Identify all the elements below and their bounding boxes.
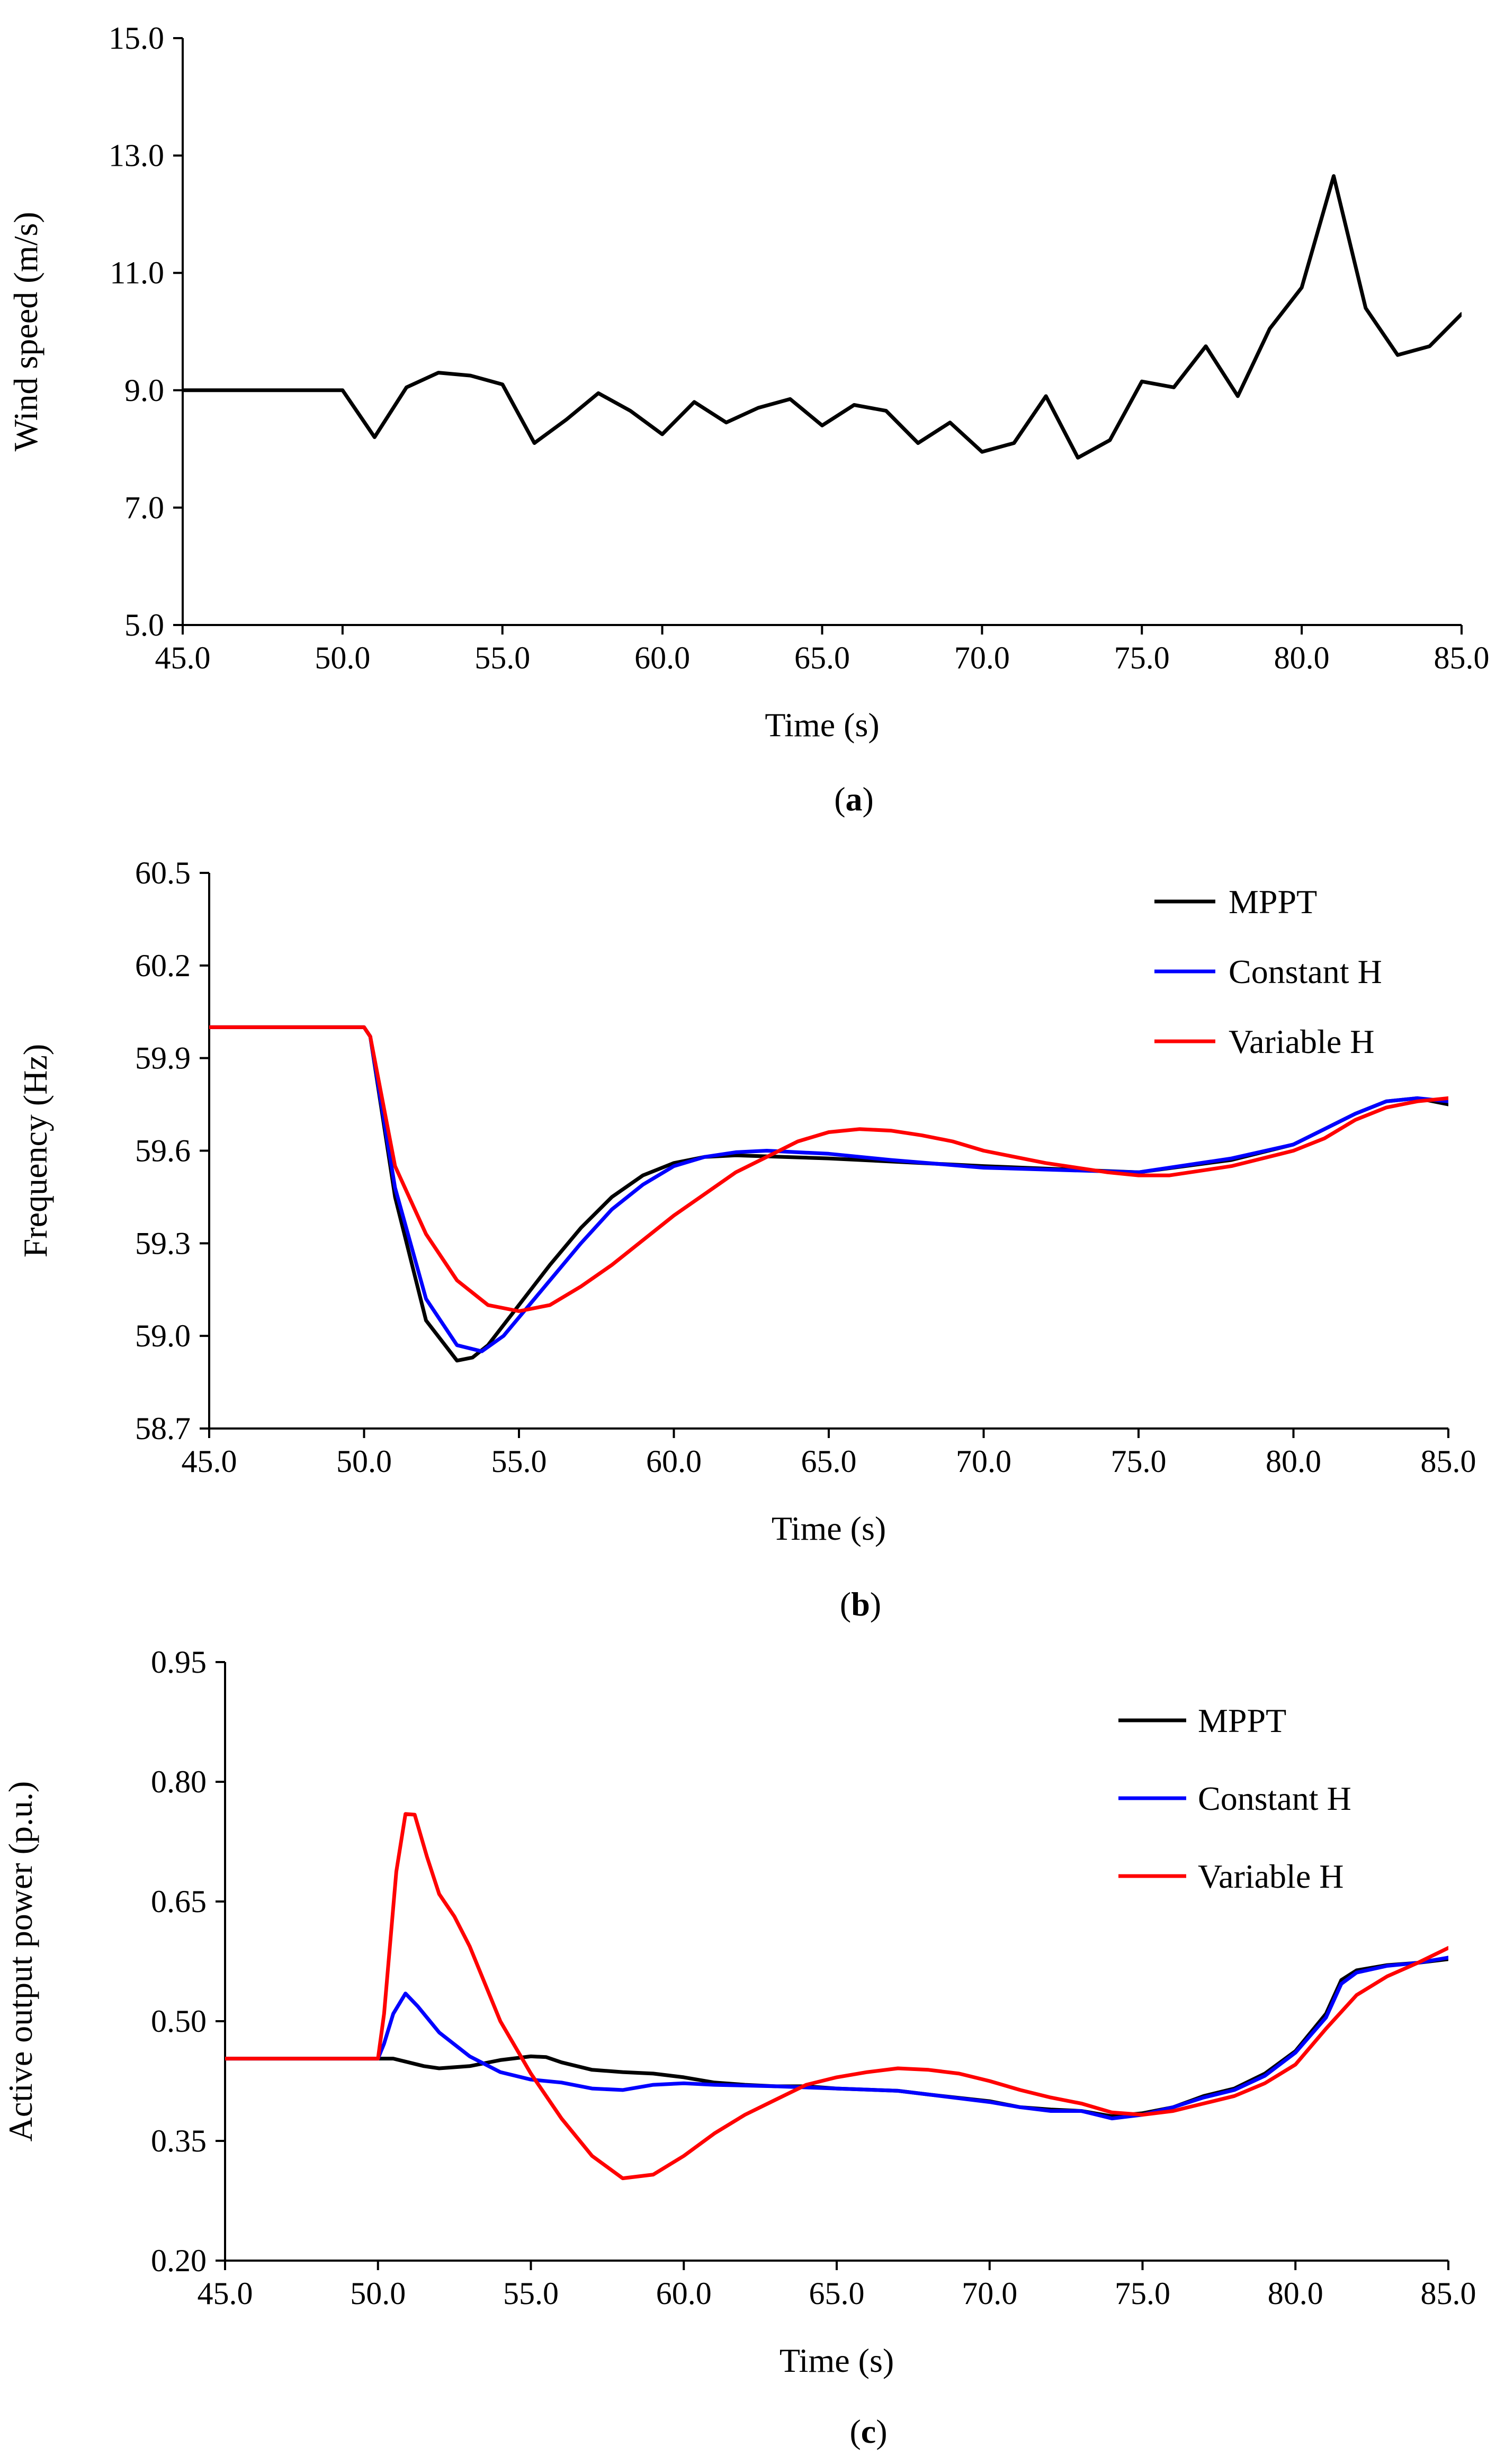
panel-caption: (b)	[840, 1585, 881, 1623]
x-tick-label: 70.0	[956, 1444, 1011, 1479]
x-tick-label: 75.0	[1114, 640, 1170, 675]
y-tick-label: 0.95	[151, 1645, 207, 1680]
series-line-constant-h	[225, 1956, 1448, 2121]
legend-label: Constant H	[1198, 1780, 1351, 1817]
y-tick-label: 0.65	[151, 1884, 207, 1919]
series-line-constant-h	[209, 1025, 1448, 1353]
legend: MPPT Constant H Variable H	[1154, 883, 1382, 1060]
panel-caption: (c)	[849, 2413, 887, 2450]
y-tick-label: 11.0	[110, 255, 164, 290]
x-tick-label: 85.0	[1421, 1444, 1476, 1479]
y-tick-label: 9.0	[124, 373, 164, 408]
legend: MPPT Constant H Variable H	[1118, 1702, 1351, 1895]
y-tick-label: 15.0	[109, 21, 164, 56]
x-tick-label: 70.0	[954, 640, 1010, 675]
legend-label: MPPT	[1229, 883, 1317, 921]
x-tick-label: 70.0	[962, 2276, 1017, 2311]
y-tick-label: 0.80	[151, 1764, 207, 1799]
legend-label: Variable H	[1198, 1858, 1343, 1895]
y-tick-label: 59.9	[135, 1041, 191, 1076]
y-axis-title: Wind speed (m/s)	[7, 212, 44, 451]
y-axis-title: Frequency (Hz)	[16, 1044, 54, 1257]
x-tick-label: 45.0	[198, 2276, 253, 2311]
x-tick-label: 55.0	[474, 640, 530, 675]
y-tick-label: 58.7	[135, 1411, 191, 1446]
y-tick-label: 0.35	[151, 2123, 207, 2158]
y-tick-label: 0.20	[151, 2243, 207, 2278]
y-tick-label: 59.0	[135, 1318, 191, 1353]
y-tick-label: 60.2	[135, 948, 191, 983]
chart-c: 45.0 50.0 55.0 60.0 65.0 70.0 75.0 80.0 85.0 0.20…	[2, 1645, 1476, 2450]
x-tick-label: 60.0	[646, 1444, 702, 1479]
y-tick-label: 7.0	[124, 490, 164, 525]
x-axis-title: Time (s)	[772, 1510, 886, 1547]
series-line-variable-h	[225, 1812, 1448, 2181]
x-tick-label: 45.0	[182, 1444, 237, 1479]
x-tick-label: 55.0	[491, 1444, 547, 1479]
y-tick-label: 60.5	[135, 855, 191, 890]
y-axis-title: Active output power (p.u.)	[2, 1781, 39, 2142]
x-tick-label: 50.0	[336, 1444, 392, 1479]
y-tick-label: 13.0	[109, 138, 164, 173]
series-line-wind-speed	[183, 174, 1462, 460]
x-tick-label: 80.0	[1274, 640, 1330, 675]
x-tick-label: 65.0	[794, 640, 850, 675]
x-tick-label: 55.0	[503, 2276, 559, 2311]
x-tick-label: 65.0	[809, 2276, 865, 2311]
x-tick-label: 50.0	[315, 640, 370, 675]
x-tick-label: 80.0	[1266, 1444, 1321, 1479]
x-tick-label: 75.0	[1111, 1444, 1167, 1479]
x-axis-title: Time (s)	[765, 706, 879, 744]
y-tick-label: 59.6	[135, 1133, 191, 1168]
series-line-variable-h	[209, 1025, 1448, 1313]
legend-label: Variable H	[1229, 1023, 1374, 1060]
y-tick-label: 59.3	[135, 1226, 191, 1261]
x-tick-label: 60.0	[656, 2276, 712, 2311]
legend-label: Constant H	[1229, 953, 1382, 990]
x-tick-label: 85.0	[1434, 640, 1490, 675]
x-tick-label: 45.0	[155, 640, 211, 675]
x-tick-label: 65.0	[801, 1444, 857, 1479]
x-tick-label: 85.0	[1421, 2276, 1476, 2311]
x-tick-label: 50.0	[350, 2276, 406, 2311]
x-tick-label: 75.0	[1115, 2276, 1170, 2311]
legend-label: MPPT	[1198, 1702, 1286, 1739]
x-tick-label: 60.0	[634, 640, 690, 675]
panel-caption: (a)	[834, 780, 874, 818]
y-tick-label: 5.0	[124, 608, 164, 642]
chart-b: 45.0 50.0 55.0 60.0 65.0 70.0 75.0 80.0 85.0 58.7…	[16, 855, 1476, 1623]
y-tick-label: 0.50	[151, 2004, 207, 2039]
x-tick-label: 80.0	[1268, 2276, 1323, 2311]
chart-a: 45.0 50.0 55.0 60.0 65.0 70.0 75.0 80.0 85.0 5.0 7…	[7, 21, 1490, 818]
x-axis-title: Time (s)	[780, 2342, 894, 2379]
series-line-mppt	[225, 1957, 1448, 2118]
